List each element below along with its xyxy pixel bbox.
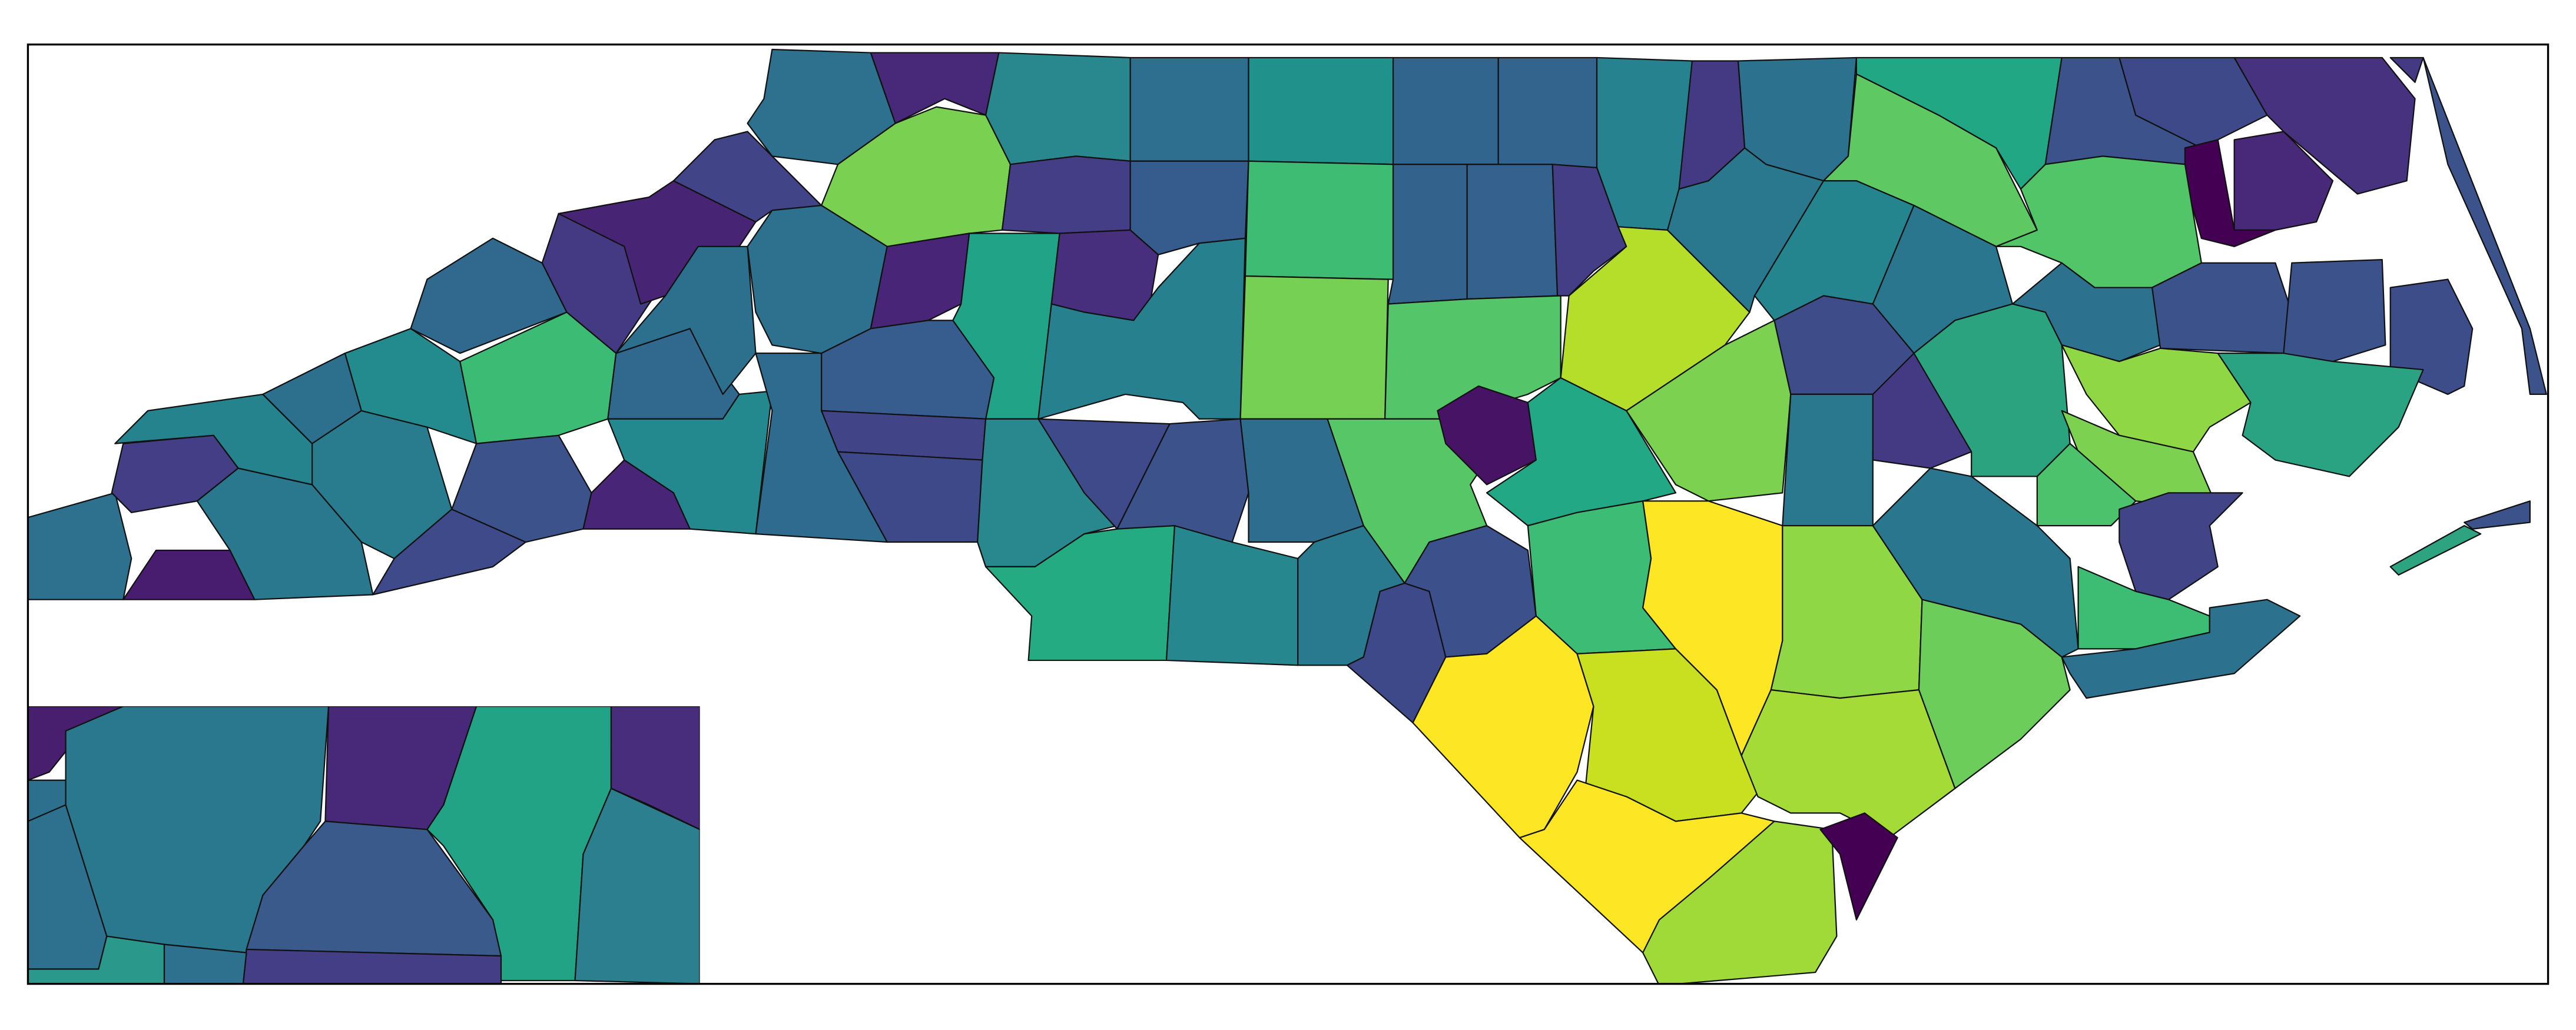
county xyxy=(2061,344,2252,453)
county xyxy=(870,52,1000,124)
county xyxy=(1819,812,1898,921)
county xyxy=(1497,57,1598,168)
county xyxy=(1001,155,1131,234)
county xyxy=(984,52,1131,165)
county xyxy=(870,232,970,330)
inset-county xyxy=(163,943,247,984)
inset-county xyxy=(574,788,700,984)
county xyxy=(1666,147,1825,313)
county xyxy=(1050,229,1159,321)
inset-county xyxy=(242,948,502,984)
county xyxy=(2151,262,2293,354)
county xyxy=(672,131,823,223)
county xyxy=(2119,57,2268,149)
county xyxy=(2464,500,2531,530)
county xyxy=(2233,57,2416,195)
map-frame xyxy=(26,43,2550,985)
county xyxy=(2233,131,2334,231)
county xyxy=(755,353,888,543)
state-map xyxy=(28,48,2547,984)
county xyxy=(1392,57,1499,165)
county xyxy=(2422,57,2547,396)
inset-map xyxy=(28,706,700,984)
county xyxy=(1248,57,1394,165)
county xyxy=(1740,689,1956,839)
county xyxy=(2061,599,2301,699)
county xyxy=(607,390,773,535)
county xyxy=(28,492,132,600)
county xyxy=(2283,259,2386,363)
county xyxy=(2389,57,2424,83)
county xyxy=(1626,320,1792,502)
county xyxy=(615,245,757,396)
county xyxy=(1466,164,1559,300)
county xyxy=(1913,303,2071,477)
county xyxy=(1387,164,1468,305)
county xyxy=(1165,525,1299,666)
county xyxy=(1129,57,1249,162)
county xyxy=(2217,353,2424,477)
county xyxy=(2389,525,2482,576)
county xyxy=(1239,275,1389,420)
county xyxy=(2119,492,2243,600)
county xyxy=(1995,155,2202,288)
county xyxy=(1244,160,1394,280)
